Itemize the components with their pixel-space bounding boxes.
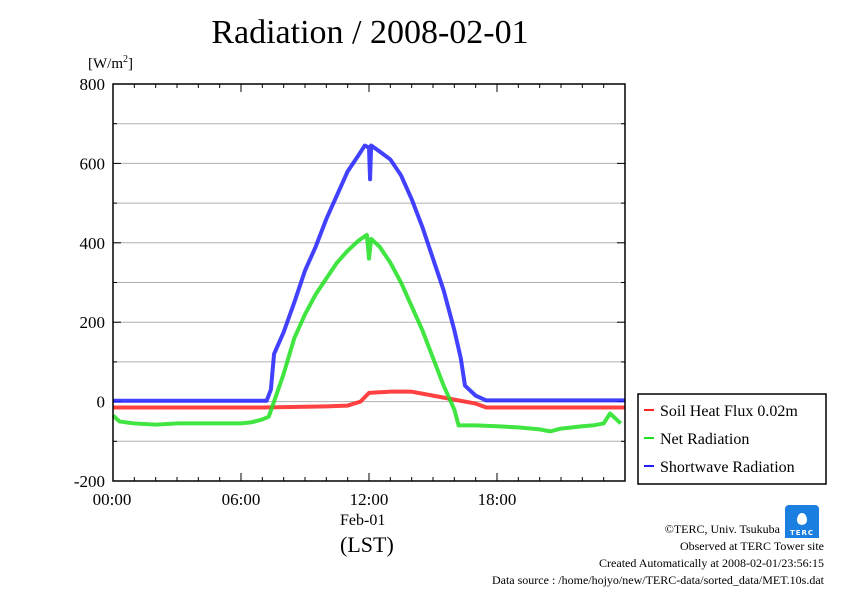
unit-main: [W/m <box>88 56 123 72</box>
plot-frame <box>112 83 626 482</box>
terc-logo: TERC <box>785 505 819 538</box>
x-tick-label: 00:00 <box>93 490 132 509</box>
series-line-shortwave-radiation <box>113 143 625 403</box>
y-tick-label: 800 <box>80 75 106 94</box>
legend-label: Net Radiation <box>660 431 749 448</box>
x-tick-label: 12:00 <box>350 490 389 509</box>
logo-text: TERC <box>789 529 815 537</box>
x-tick-label: 06:00 <box>222 490 261 509</box>
series-line-net-radiation <box>111 232 623 434</box>
x-axis-label: (LST) <box>340 532 394 557</box>
created-text: Created Automatically at 2008-02-01/23:5… <box>599 556 824 570</box>
y-tick-label: 600 <box>80 154 106 173</box>
date-label: Feb-01 <box>340 512 386 529</box>
x-tick-label: 18:00 <box>478 490 517 509</box>
copyright: ©TERC, Univ. Tsukuba <box>664 522 780 536</box>
data-source: Data source : /home/hojyo/new/TERC-data/… <box>491 573 824 587</box>
y-tick-label: -200 <box>74 472 105 491</box>
unit-sup: 2 <box>123 54 128 65</box>
legend-label: Soil Heat Flux 0.02m <box>660 403 798 420</box>
observed-text: Observed at TERC Tower site <box>679 539 824 553</box>
legend <box>637 393 827 485</box>
chart-title: Radiation / 2008-02-01 <box>211 14 529 51</box>
y-tick-label: 400 <box>80 234 106 253</box>
legend-label: Shortwave Radiation <box>660 459 795 476</box>
y-tick-label: 0 <box>97 393 106 412</box>
y-tick-label: 200 <box>80 313 106 332</box>
unit-end: ] <box>128 56 133 72</box>
y-axis-unit: [W/m2] <box>88 54 133 73</box>
series-line-soil-heat-flux-0-02m <box>113 389 625 410</box>
